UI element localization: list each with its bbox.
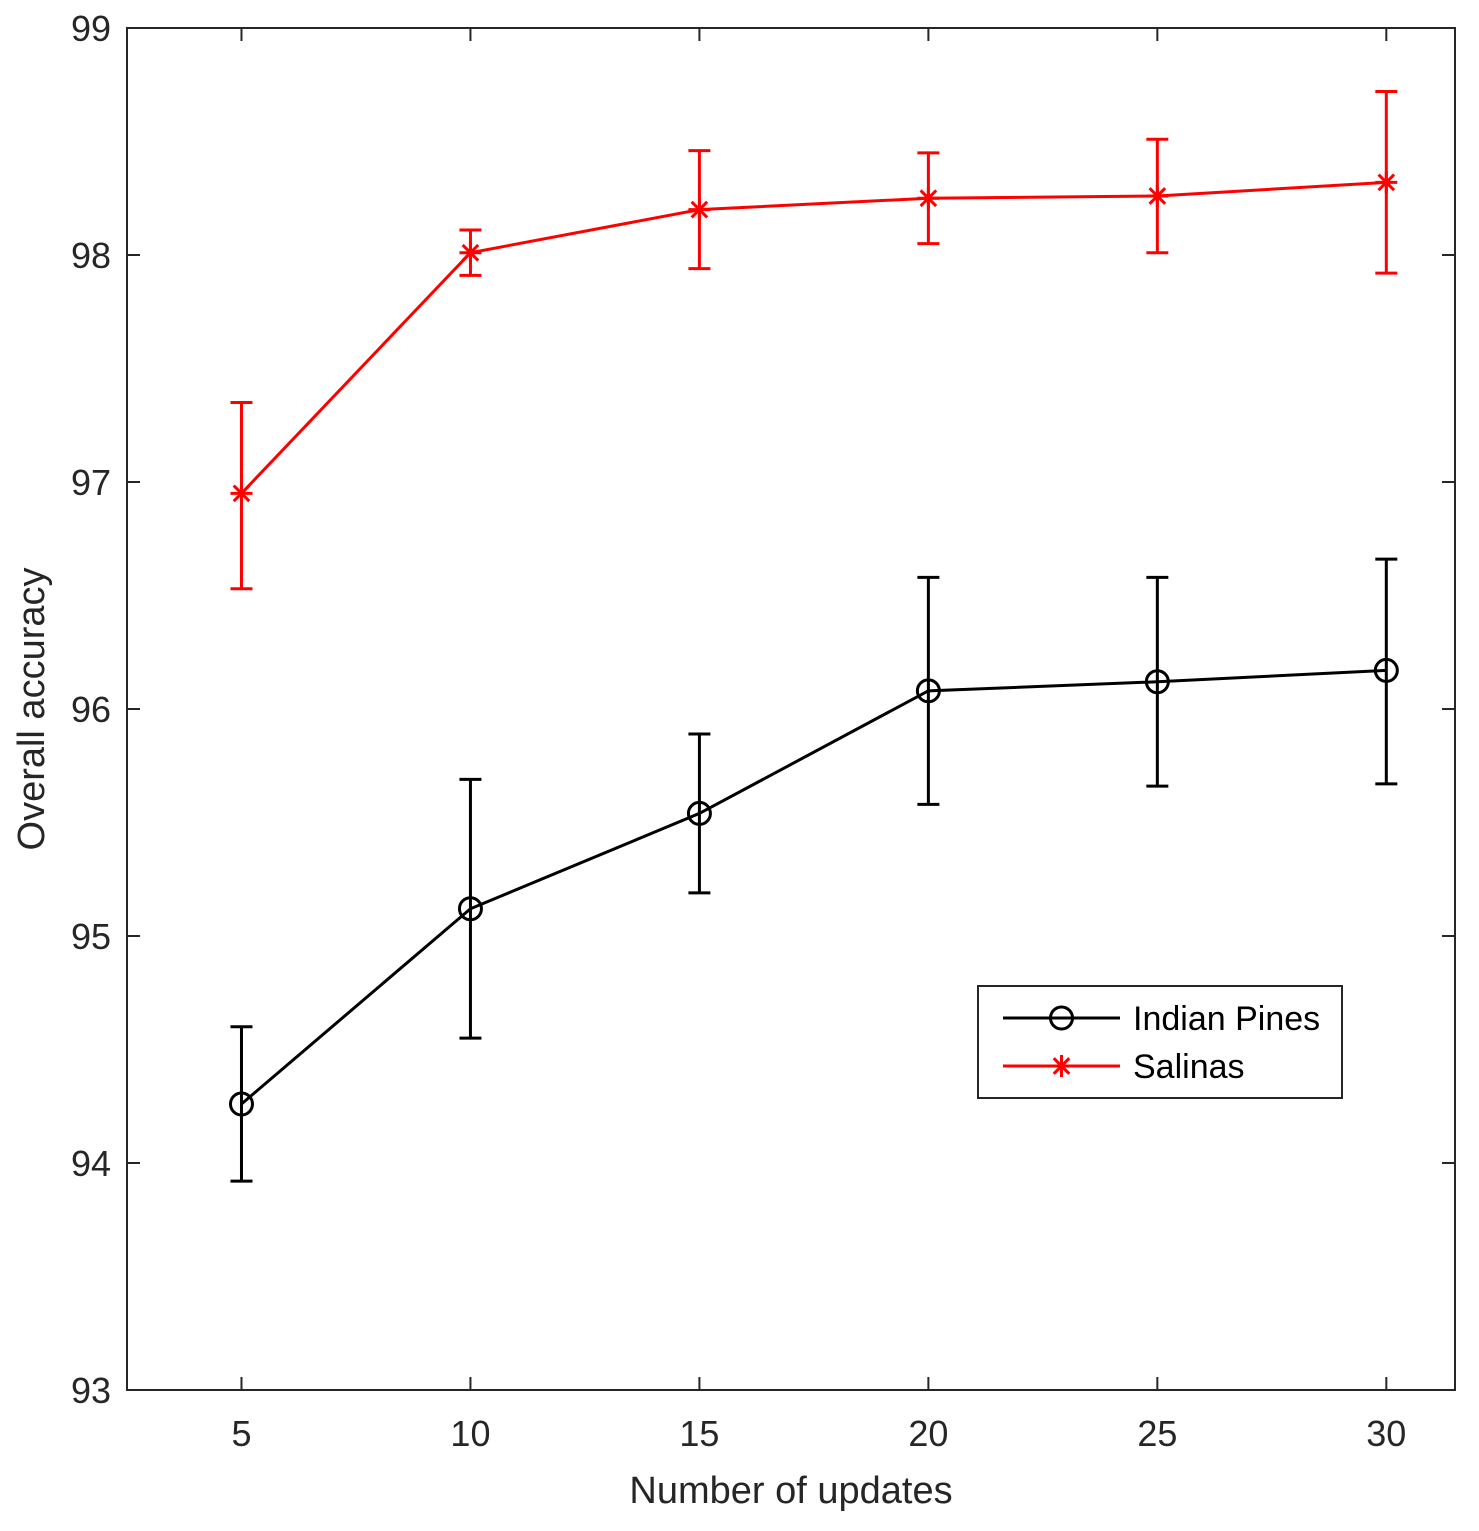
x-tick-label: 5 [231,1413,251,1454]
x-tick-label: 30 [1366,1413,1406,1454]
series-line [240,180,1387,495]
y-tick-label: 93 [71,1370,111,1411]
y-tick-label: 96 [71,689,111,730]
x-axis-label: Number of updates [629,1470,952,1512]
y-tick-label: 99 [71,8,111,49]
legend-label: Indian Pines [1133,1000,1320,1038]
legend-entry: Salinas [1003,1048,1245,1086]
x-tick-label: 10 [450,1413,490,1454]
series-salinas [230,90,1398,591]
data-point [686,800,712,826]
data-point [457,896,483,922]
legend-box [977,985,1343,1099]
y-axis-label: Overall accuracy [11,568,53,851]
data-point [1144,669,1170,695]
data-point [915,678,941,704]
legend-marker [1049,1005,1074,1031]
data-point [688,198,711,221]
legend-label: Salinas [1133,1048,1245,1086]
data-point [1146,184,1169,207]
data-point [459,241,482,264]
y-tick-label: 94 [71,1143,111,1184]
data-point [228,1091,254,1117]
data-point [1373,657,1399,683]
y-tick-label: 95 [71,916,111,957]
y-tick-label: 98 [71,235,111,276]
legend: Indian Pines Salinas [977,985,1343,1099]
plot-area [126,27,1456,1391]
data-point [917,187,940,210]
series-line [240,668,1387,1106]
series-indian-pines [228,557,1399,1183]
x-tick-label: 20 [908,1413,948,1454]
data-point [230,482,253,505]
legend-marker [1050,1055,1073,1077]
legend-entry: Indian Pines [1003,1000,1320,1038]
y-tick-label: 97 [71,462,111,503]
x-tick-label: 25 [1137,1413,1177,1454]
data-point [1375,171,1398,194]
x-tick-label: 15 [679,1413,719,1454]
